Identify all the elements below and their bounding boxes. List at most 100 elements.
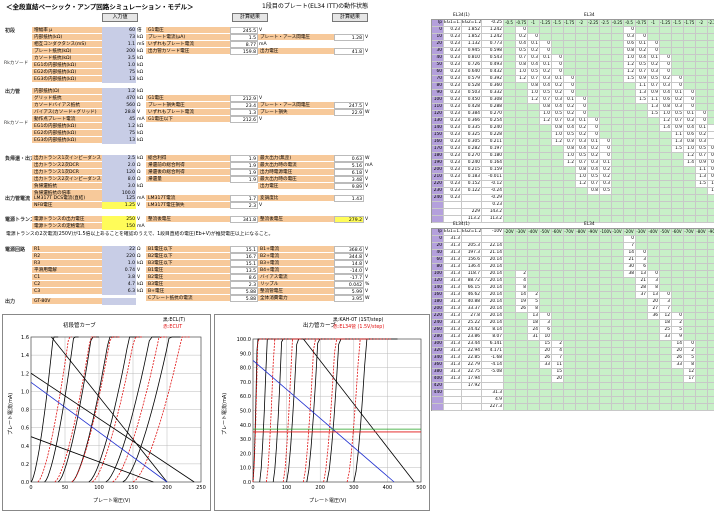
- section-label: 電源トランス: [5, 217, 35, 223]
- grid-cell: [516, 404, 528, 411]
- grid-cell: [708, 257, 714, 264]
- grid-cell: 0: [708, 132, 714, 139]
- param-input[interactable]: 13: [102, 76, 136, 83]
- grid-cell: [528, 236, 540, 243]
- chart2-legend: 黒:KAH-0T (1ST/step) 赤:EL34管 (1.5V/step): [333, 317, 384, 331]
- param-input[interactable]: 200: [102, 48, 136, 55]
- param-input[interactable]: 75: [102, 69, 136, 76]
- grid-cell: 88.72: [462, 278, 482, 285]
- grid-cell: [624, 216, 636, 223]
- grid-cell: 46.62: [462, 292, 482, 299]
- param-input[interactable]: 1.2: [102, 88, 136, 95]
- grid-row-label: 260: [432, 327, 444, 334]
- param-input[interactable]: 60: [102, 27, 136, 34]
- param-unit: V: [365, 275, 369, 280]
- param-input[interactable]: 73: [102, 34, 136, 41]
- param-input[interactable]: 22: [102, 246, 136, 253]
- param-input[interactable]: 1.1: [102, 41, 136, 48]
- param-input[interactable]: 250: [102, 216, 136, 223]
- param-input[interactable]: 0.74: [102, 267, 136, 274]
- grid-cell: [504, 376, 516, 383]
- grid-cell: [624, 90, 636, 97]
- grid-cell: [612, 118, 624, 125]
- param-input[interactable]: 4.7: [102, 281, 136, 288]
- grid-cell: [588, 271, 600, 278]
- param-input[interactable]: 220: [102, 253, 136, 260]
- y-tick-label: 100.0: [237, 337, 251, 343]
- grid-cell: 0.2: [660, 76, 672, 83]
- param-unit: [364, 195, 380, 202]
- param-input[interactable]: 560: [102, 102, 136, 109]
- param-input[interactable]: 150: [102, 223, 136, 230]
- grid-cell: [648, 341, 660, 348]
- param-row: C3 6.3 kΩ: [32, 288, 150, 295]
- grid-cell: 0.9: [648, 90, 660, 97]
- grid-cell: 0.2: [564, 104, 576, 111]
- param-input[interactable]: 45: [102, 116, 136, 123]
- param-input[interactable]: 3.8: [102, 274, 136, 281]
- grid-cell: [660, 362, 672, 369]
- grid-cell: [576, 216, 588, 223]
- param-unit: kΩ: [137, 89, 144, 94]
- grid-cell: 0: [576, 97, 588, 104]
- param-label: 最大出力(無歪): [258, 155, 334, 162]
- param-input[interactable]: 470: [102, 95, 136, 102]
- grid-cell: 0.503: [462, 90, 482, 97]
- grid-cell: [564, 216, 576, 223]
- grid-cell: [516, 320, 528, 327]
- param-input[interactable]: 1.2: [102, 123, 136, 130]
- grid-cell: [600, 271, 612, 278]
- grid-cell: [636, 313, 648, 320]
- param-unit: kΩ: [137, 35, 144, 40]
- param-input[interactable]: 2.5: [102, 155, 136, 162]
- param-input[interactable]: 100.0: [102, 190, 136, 197]
- param-value: 0.63: [334, 155, 364, 162]
- param-input[interactable]: 120: [102, 169, 136, 176]
- param-input[interactable]: 3.5: [102, 55, 136, 62]
- grid-cell: [540, 250, 552, 257]
- grid-cell: [624, 181, 636, 188]
- grid-row-label: 280: [432, 334, 444, 341]
- grid-cell: [636, 243, 648, 250]
- param-input[interactable]: 75: [102, 130, 136, 137]
- grid-cell: [684, 27, 696, 34]
- param-unit: kΩ: [137, 70, 144, 75]
- grid-cell: [648, 132, 660, 139]
- grid-cell: 20.14: [482, 278, 504, 285]
- grid-cell: 0.4: [552, 104, 564, 111]
- param-input[interactable]: 8.0: [102, 176, 136, 183]
- param-input[interactable]: 13: [102, 137, 136, 144]
- grid-cell: 13: [648, 292, 660, 299]
- param-input[interactable]: 1.0: [102, 260, 136, 267]
- grid-cell: 0.773: [482, 41, 504, 48]
- param-input[interactable]: 1.0: [102, 62, 136, 69]
- grid-cell: [600, 202, 612, 209]
- param-input[interactable]: [102, 298, 136, 305]
- param-input[interactable]: 28.8: [102, 109, 136, 116]
- grid-cell: 0.23: [444, 167, 462, 174]
- grid-row-label: 70: [432, 76, 444, 83]
- param-unit: mA: [137, 196, 145, 201]
- grid-cell: 0.1: [528, 41, 540, 48]
- grid-cell: [612, 188, 624, 195]
- grid-cell: [660, 250, 672, 257]
- param-input[interactable]: 125: [102, 195, 136, 202]
- param-row: LM317T電圧損失 2.3 V: [146, 202, 276, 209]
- param-input[interactable]: 1.25: [102, 202, 136, 209]
- grid-cell: [528, 348, 540, 355]
- param-input[interactable]: 2.0: [102, 162, 136, 169]
- grid-row-label: [432, 397, 444, 404]
- grid-cell: 0.23: [444, 111, 462, 118]
- grid-cell: [588, 97, 600, 104]
- param-input[interactable]: 6.3: [102, 288, 136, 295]
- chart1-legend-black: 黒:ECL(T): [163, 318, 186, 323]
- grid-cell: [684, 236, 696, 243]
- grid-cell: 0.152: [462, 181, 482, 188]
- param-input[interactable]: 3.0: [102, 183, 136, 190]
- grid-row-label: 160: [432, 292, 444, 299]
- grid-cell: 0.1: [696, 125, 708, 132]
- param-value: 3.48: [334, 176, 364, 183]
- grid-cell: [648, 362, 660, 369]
- grid-cell: 3: [636, 257, 648, 264]
